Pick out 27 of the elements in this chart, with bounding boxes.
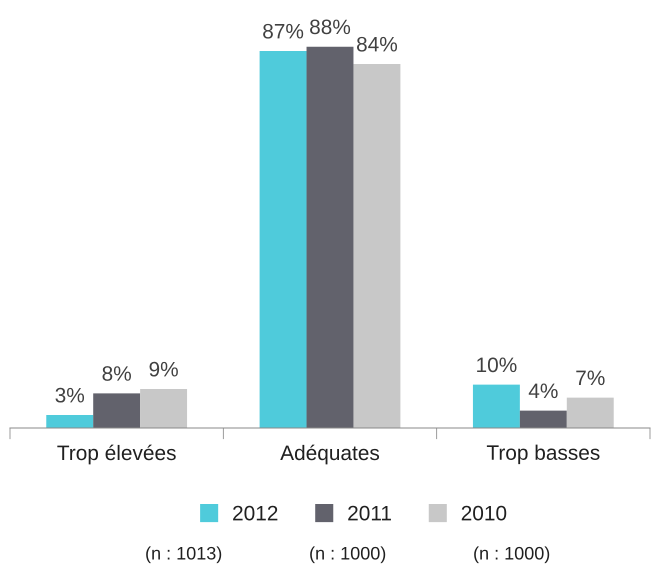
bar xyxy=(566,398,614,428)
bar xyxy=(140,389,188,428)
bar xyxy=(260,51,307,428)
legend-label: 2010 xyxy=(462,506,506,521)
data-label: 7% xyxy=(576,370,605,386)
bar xyxy=(353,64,400,428)
legend-label: 2011 xyxy=(348,506,391,521)
text: (n : 1000) xyxy=(474,546,550,564)
text: (n : 1000) xyxy=(310,546,386,564)
legend-label: 2012 xyxy=(233,506,278,521)
data-label: 87% xyxy=(263,24,304,39)
data-label: 88% xyxy=(310,19,350,34)
data-label: 10% xyxy=(477,357,517,372)
data-label: 9% xyxy=(150,362,178,377)
bar xyxy=(520,410,567,428)
bar xyxy=(472,384,520,428)
data-label: 3% xyxy=(55,388,84,403)
x-tick-label: Trop basses xyxy=(486,444,600,464)
data-label: 84% xyxy=(356,36,398,52)
bar xyxy=(93,393,140,428)
data-label: 8% xyxy=(102,366,131,381)
data-label: 4% xyxy=(528,384,558,398)
text: (n : 1013) xyxy=(146,546,222,564)
bar xyxy=(306,46,354,428)
x-tick-label: Adéquates xyxy=(280,444,380,464)
x-tick-label: Trop élevées xyxy=(57,444,176,464)
bar xyxy=(46,415,94,428)
